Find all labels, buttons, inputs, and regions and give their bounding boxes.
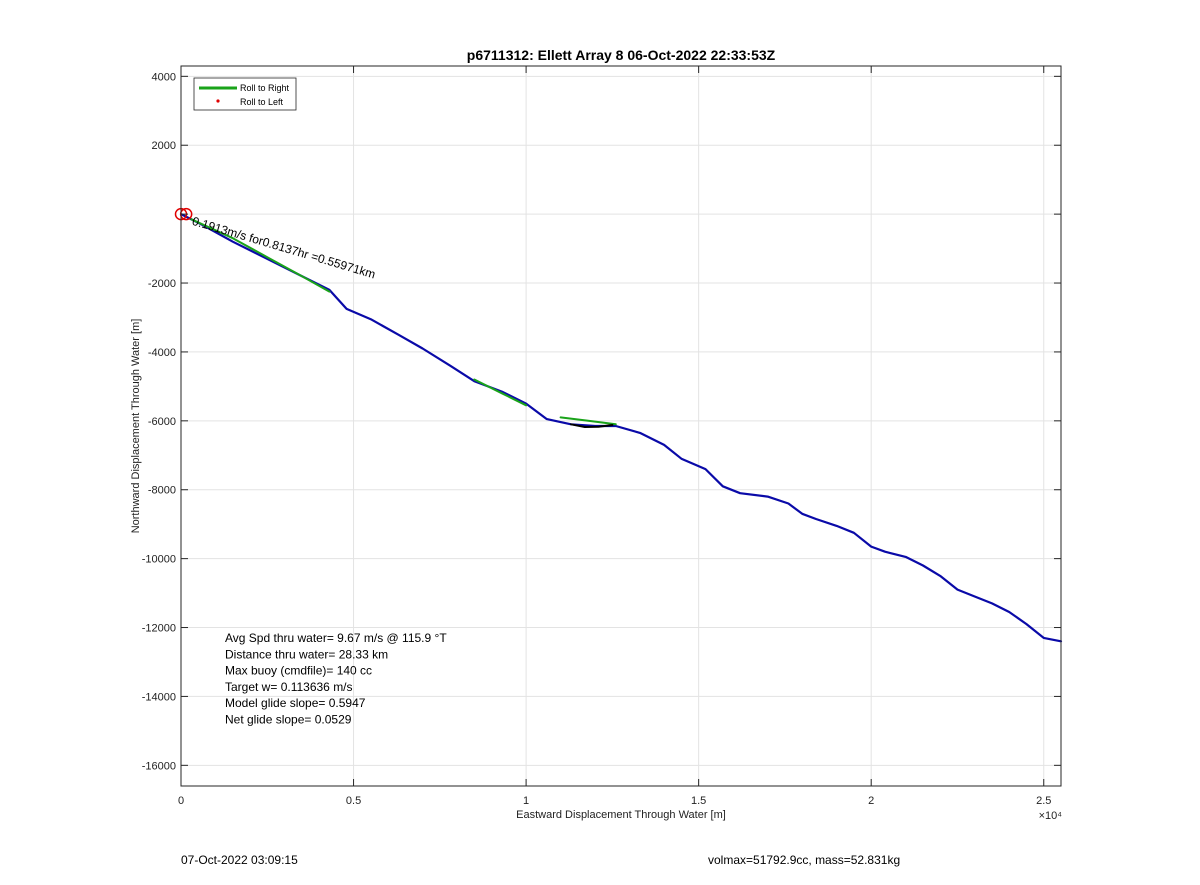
grid [180,66,1061,786]
plot-background [181,66,1061,786]
x-tick-label: 1.5 [691,795,706,807]
y-tick-label: -8000 [148,485,176,497]
x-tick-label: 1 [523,795,529,807]
y-tick-label: -10000 [142,554,176,566]
legend-label-roll-left: Roll to Left [240,97,284,107]
series-line-1 [190,218,331,293]
stat-line: Avg Spd thru water= 9.67 m/s @ 115.9 °T [225,631,447,645]
tick-layer [180,66,1061,786]
x-tick-label: 2 [868,795,874,807]
x-tick-label: 0 [178,795,184,807]
y-tick-label: -12000 [142,623,176,635]
series-line-2 [473,378,528,407]
series-line-0 [179,213,1063,643]
stat-line: Model glide slope= 0.5947 [225,696,366,710]
stat-line: Distance thru water= 28.33 km [225,647,388,661]
tick-label-layer: 0 0.5 1 1.5 2 2.5 4000 2000 -2000 -4000 -6000 -8000… [142,71,1052,807]
x-axis-exponent: ×10⁴ [1039,810,1063,822]
y-tick-label: -2000 [148,278,176,290]
series-line-3 [559,416,617,426]
legend-label-roll-right: Roll to Right [240,83,290,93]
y-tick-label: -16000 [142,760,176,772]
x-axis-label: Eastward Displacement Through Water [m] [516,809,726,821]
y-axis-label: Northward Displacement Through Water [m] [130,319,142,534]
legend: Roll to Right Roll to Left [193,77,297,111]
x-tick-label: 2.5 [1036,795,1051,807]
legend-box [193,77,297,111]
stat-line: Max buoy (cmdfile)= 140 cc [225,664,372,678]
series-layer [179,213,1063,643]
y-tick-label: -6000 [148,416,176,428]
stats-block: Avg Spd thru water= 9.67 m/s @ 115.9 °T D… [225,631,447,727]
y-tick-label: 4000 [152,71,176,83]
legend-swatch-roll-left [216,99,220,103]
y-tick-label: -14000 [142,691,176,703]
footer-timestamp: 07-Oct-2022 03:09:15 [181,853,298,867]
stat-line: Target w= 0.113636 m/s [225,680,353,694]
plot-frame [180,65,1062,787]
stat-line: Net glide slope= 0.0529 [225,713,352,727]
x-tick-label: 0.5 [346,795,361,807]
series-line-4 [570,423,614,428]
footer-volmax-mass: volmax=51792.9cc, mass=52.831kg [708,853,901,867]
y-tick-label: 2000 [152,140,176,152]
y-tick-label: -4000 [148,347,176,359]
chart-title: p6711312: Ellett Array 8 06-Oct-2022 22:… [467,47,776,63]
